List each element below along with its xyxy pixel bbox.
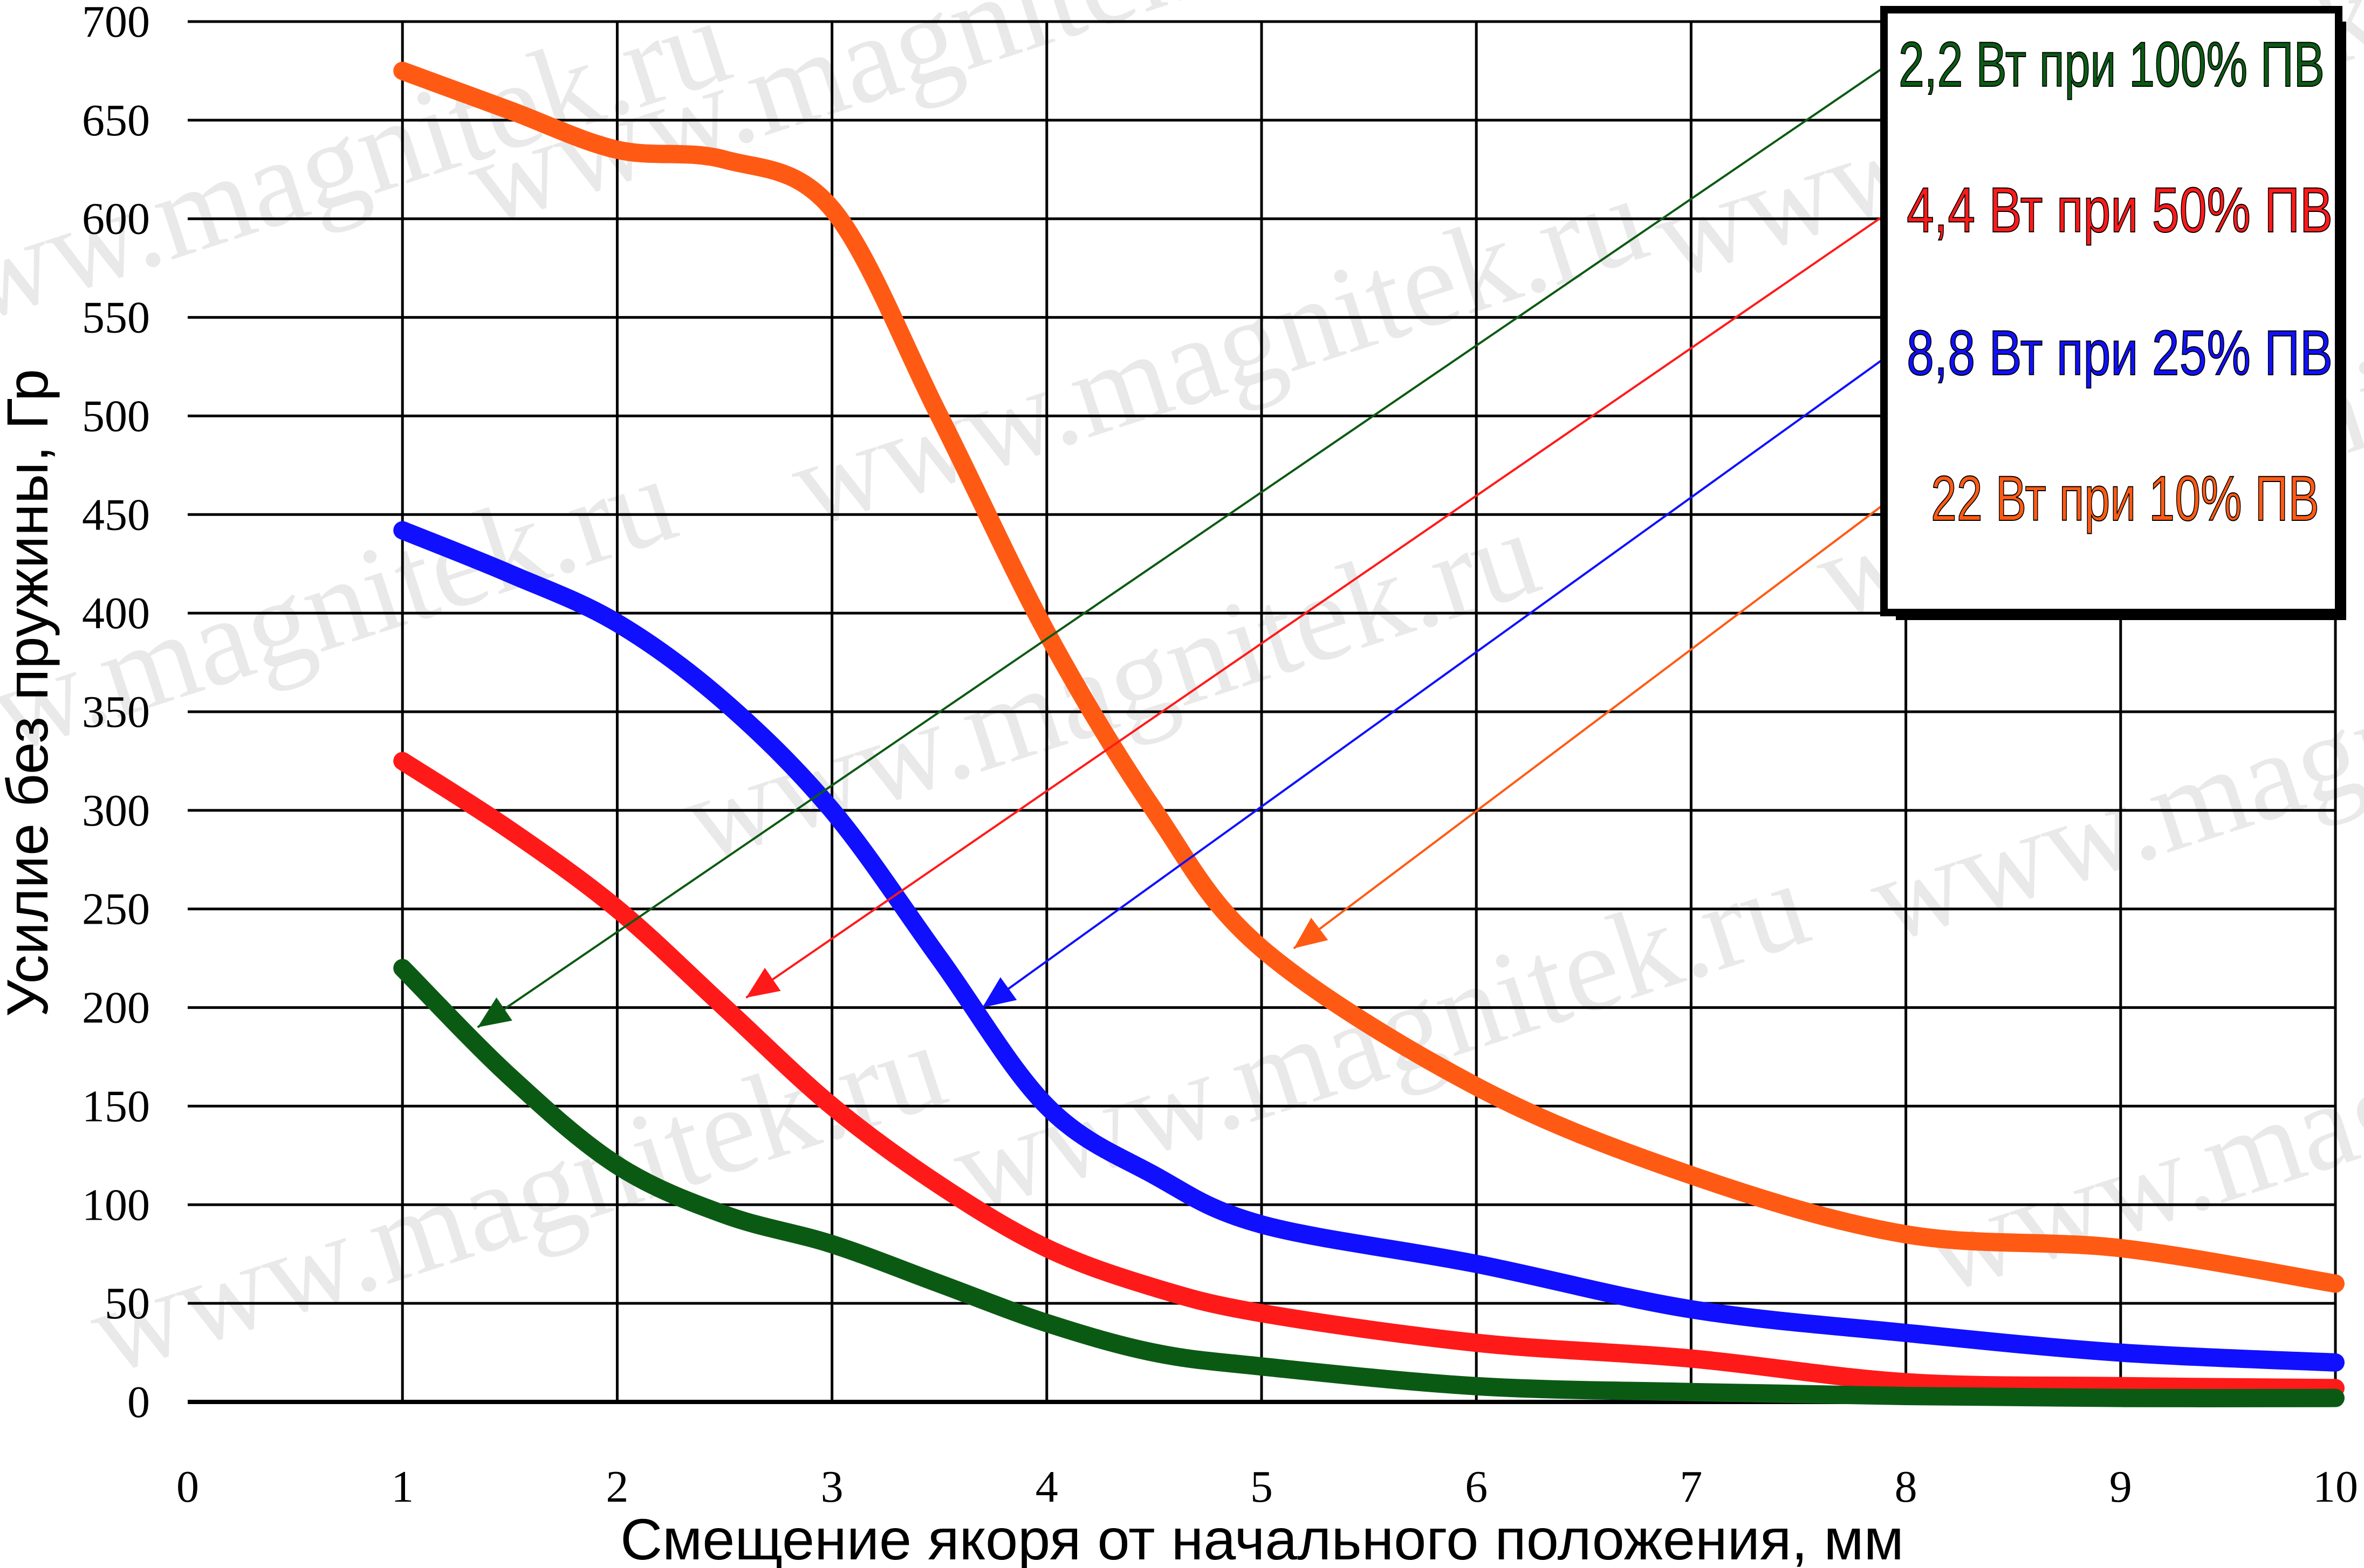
x-tick-label: 3 bbox=[821, 1462, 844, 1512]
y-tick-label: 300 bbox=[82, 786, 150, 836]
y-tick-label: 700 bbox=[82, 0, 150, 47]
x-axis-label: Смещение якоря от начального положения, … bbox=[620, 1507, 1904, 1568]
legend-entry: 8,8 Вт при 25% ПВ bbox=[1907, 318, 2333, 389]
y-tick-label: 150 bbox=[82, 1081, 150, 1131]
leader-line bbox=[1293, 500, 1889, 950]
leader-line bbox=[477, 64, 1889, 1028]
leader-line bbox=[982, 355, 1889, 1009]
legend-shadow-bottom bbox=[1896, 613, 2346, 620]
legend-entry: 22 Вт при 10% ПВ bbox=[1931, 463, 2319, 534]
x-tick-label: 0 bbox=[176, 1462, 199, 1512]
y-tick-label: 550 bbox=[82, 293, 150, 343]
legend: 2,2 Вт при 100% ПВ 4,4 Вт при 50% ПВ 8,8 В… bbox=[1880, 6, 2346, 620]
y-tick-label: 450 bbox=[82, 490, 150, 540]
series-line bbox=[393, 752, 2345, 1398]
x-tick-label: 9 bbox=[2109, 1462, 2132, 1512]
x-tick-label: 6 bbox=[1465, 1462, 1488, 1512]
legend-box bbox=[1880, 6, 2342, 616]
x-tick-label: 10 bbox=[2313, 1462, 2358, 1512]
leader-line bbox=[745, 212, 1889, 999]
y-tick-label: 500 bbox=[82, 391, 150, 441]
leader-arrowhead bbox=[1293, 918, 1328, 948]
x-tick-label: 4 bbox=[1036, 1462, 1058, 1512]
series-layer bbox=[393, 61, 2345, 1407]
x-tick-label: 5 bbox=[1250, 1462, 1273, 1512]
legend-entry: 2,2 Вт при 100% ПВ bbox=[1899, 29, 2325, 100]
legend-items: 2,2 Вт при 100% ПВ 4,4 Вт при 50% ПВ 8,8 В… bbox=[1898, 29, 2333, 535]
legend-leader-lines bbox=[477, 64, 1889, 1028]
series-line bbox=[393, 521, 2345, 1372]
y-tick-label: 350 bbox=[82, 687, 150, 737]
leader-arrowhead bbox=[746, 967, 781, 998]
series-line bbox=[393, 61, 2345, 1293]
leader-arrowhead bbox=[982, 977, 1017, 1008]
y-tick-label: 200 bbox=[82, 983, 150, 1033]
x-tick-label: 7 bbox=[1680, 1462, 1702, 1512]
x-tick-labels: 0 1 2 3 4 5 6 7 8 9 10 bbox=[176, 1462, 2358, 1512]
legend-shadow-right bbox=[2339, 22, 2346, 620]
y-tick-label: 0 bbox=[127, 1377, 150, 1427]
y-axis-label: Усилие без пружины, Гр bbox=[0, 369, 60, 1017]
y-tick-label: 650 bbox=[82, 95, 150, 146]
y-tick-label: 250 bbox=[82, 884, 150, 934]
leader-arrowhead bbox=[477, 997, 512, 1028]
x-tick-label: 1 bbox=[391, 1462, 414, 1512]
y-tick-label: 50 bbox=[105, 1278, 150, 1329]
y-tick-labels: 0 50 100 150 200 250 300 350 400 450 500 550 600 650 7… bbox=[82, 0, 150, 1427]
y-tick-label: 400 bbox=[82, 588, 150, 638]
x-tick-label: 8 bbox=[1895, 1462, 1917, 1512]
legend-entry: 4,4 Вт при 50% ПВ bbox=[1907, 175, 2333, 246]
y-tick-label: 100 bbox=[82, 1180, 150, 1230]
x-tick-label: 2 bbox=[606, 1462, 628, 1512]
y-tick-label: 600 bbox=[82, 194, 150, 244]
series-line bbox=[393, 959, 2345, 1407]
